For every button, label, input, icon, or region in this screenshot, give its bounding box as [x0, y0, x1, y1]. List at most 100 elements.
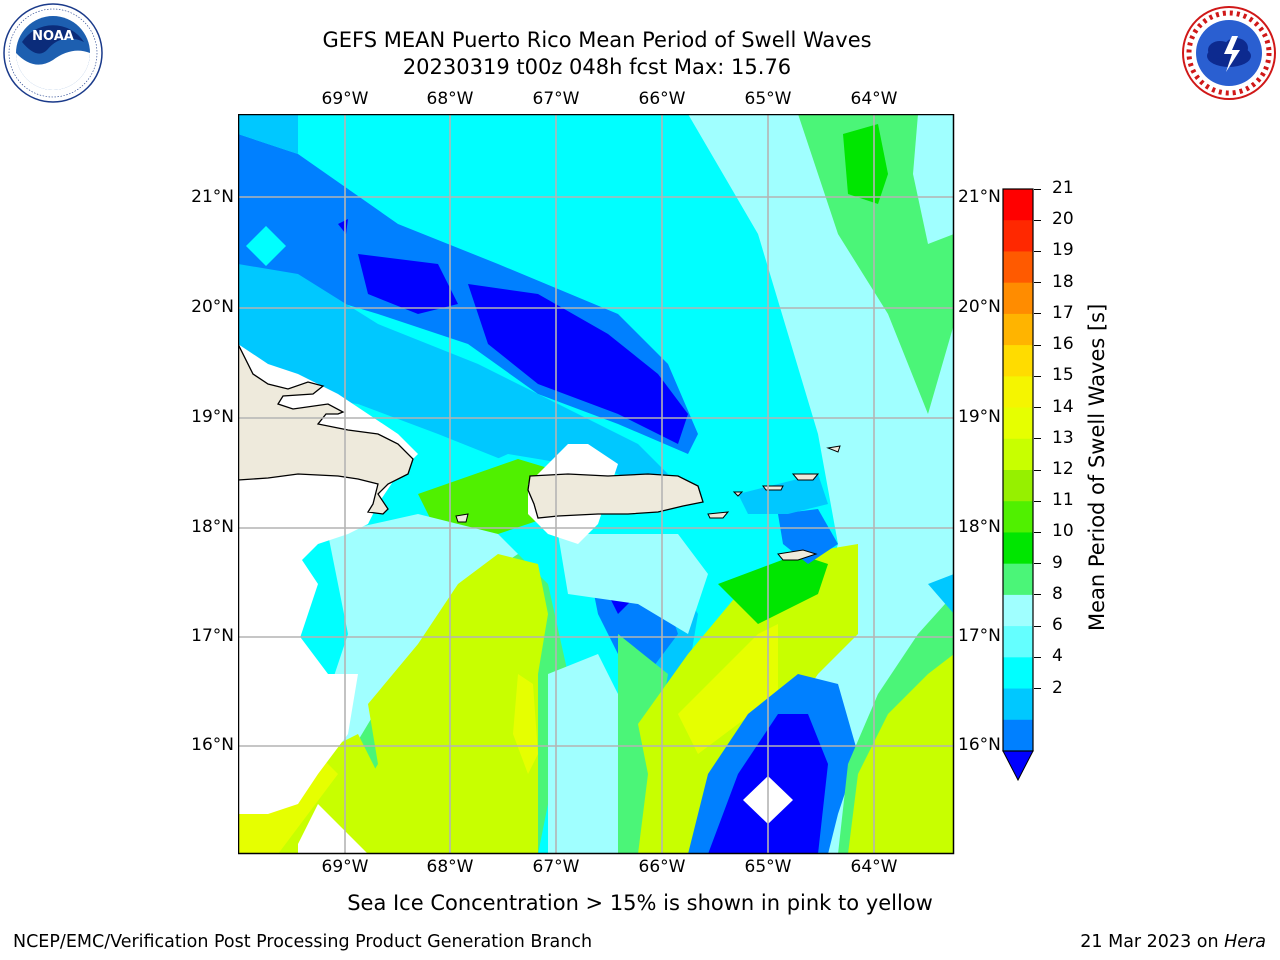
- colorbar-cell: [1003, 313, 1033, 346]
- colorbar-cell: [1003, 189, 1033, 221]
- lat-label-left: 20°N: [191, 297, 234, 317]
- colorbar-tick-mark: [1034, 656, 1041, 658]
- colorbar-cell: [1003, 376, 1033, 409]
- colorbar-tick-mark: [1034, 188, 1041, 190]
- colorbar-cell: [1003, 501, 1033, 533]
- lat-label-right: 18°N: [958, 517, 1001, 537]
- colorbar-tick-label: 8: [1052, 583, 1063, 604]
- colorbar-cell: [1003, 688, 1033, 721]
- lat-label-right: 20°N: [958, 297, 1001, 317]
- colorbar-cell: [1003, 563, 1033, 596]
- colorbar-tick-label: 16: [1052, 334, 1074, 355]
- period-10-11: [843, 124, 888, 204]
- colorbar-tick-mark: [1034, 563, 1041, 565]
- colorbar-cell: [1003, 594, 1033, 627]
- map-title-line2: 20230319 t00z 048h fcst Max: 15.76: [402, 55, 792, 79]
- lon-label-top: 67°W: [532, 89, 580, 109]
- colorbar-cell: [1003, 251, 1033, 284]
- colorbar: [1002, 188, 1034, 782]
- sea-ice-note: Sea Ice Concentration > 15% is shown in …: [347, 891, 933, 915]
- colorbar-cell: [1003, 345, 1033, 377]
- colorbar-under-arrow: [1002, 750, 1034, 782]
- land-puerto-rico: [527, 473, 704, 519]
- lon-label-bottom: 67°W: [532, 857, 580, 877]
- colorbar-tick-label: 10: [1052, 521, 1074, 542]
- footer-machine: Hera: [1224, 932, 1266, 952]
- colorbar-cell: [1003, 470, 1033, 502]
- map-title-line1: GEFS MEAN Puerto Rico Mean Period of Swe…: [322, 28, 872, 52]
- footer-date: 21 Mar 2023 on Hera: [1080, 932, 1266, 952]
- colorbar-cell: [1003, 532, 1033, 565]
- lon-label-top: 64°W: [850, 89, 898, 109]
- colorbar-tick-mark: [1034, 250, 1041, 252]
- map-panel: [238, 114, 955, 855]
- lat-label-left: 16°N: [191, 735, 234, 755]
- colorbar-tick-label: 11: [1052, 490, 1074, 511]
- colorbar-tick-mark: [1034, 531, 1041, 533]
- gridlines: [238, 114, 954, 854]
- footer-producer: NCEP/EMC/Verification Post Processing Pr…: [13, 932, 593, 952]
- colorbar-tick-label: 9: [1052, 552, 1063, 573]
- colorbar-tick-mark: [1034, 344, 1041, 346]
- lon-label-bottom: 65°W: [744, 857, 792, 877]
- colorbar-cell: [1003, 407, 1033, 440]
- lat-label-right: 21°N: [958, 187, 1001, 207]
- period-under-2: [358, 254, 458, 314]
- colorbar-cell: [1003, 438, 1033, 471]
- lon-label-top: 65°W: [744, 89, 792, 109]
- colorbar-tick-mark: [1034, 594, 1041, 596]
- period-13-14: [348, 554, 548, 854]
- lat-label-left: 18°N: [191, 517, 234, 537]
- lat-label-left: 19°N: [191, 407, 234, 427]
- colorbar-tick-label: 17: [1052, 302, 1074, 323]
- lat-label-right: 19°N: [958, 407, 1001, 427]
- colorbar-tick-label: 20: [1052, 209, 1074, 230]
- lon-label-top: 66°W: [638, 89, 686, 109]
- colorbar-tick-mark: [1034, 407, 1041, 409]
- lat-label-left: 17°N: [191, 626, 234, 646]
- colorbar-tick-mark: [1034, 625, 1041, 627]
- colorbar-tick-label: 19: [1052, 240, 1074, 261]
- noaa-logo-text: NOAA: [32, 29, 74, 44]
- colorbar-tick-label: 14: [1052, 396, 1074, 417]
- colorbar-frame: [1002, 188, 1034, 752]
- colorbar-tick-label: 21: [1052, 178, 1074, 198]
- colorbar-cell: [1003, 626, 1033, 658]
- land-hispaniola: [238, 343, 414, 515]
- land-st-croix: [777, 549, 818, 561]
- map-frame: [238, 114, 955, 855]
- colorbar-tick-mark: [1034, 469, 1041, 471]
- colorbar-tick-mark: [1034, 500, 1041, 502]
- colorbar-cell: [1003, 657, 1033, 690]
- lon-label-bottom: 64°W: [850, 857, 898, 877]
- lon-label-bottom: 66°W: [638, 857, 686, 877]
- footer-date-text: 21 Mar 2023 on: [1080, 932, 1225, 952]
- colorbar-tick-label: 15: [1052, 365, 1074, 386]
- noaa-logo: NOAA: [3, 3, 103, 103]
- period-9-10: [798, 114, 954, 414]
- colorbar-tick-label: 6: [1052, 615, 1063, 636]
- colorbar-tick-label: 18: [1052, 271, 1074, 292]
- colorbar-tick-label: 4: [1052, 646, 1063, 667]
- colorbar-tick-mark: [1034, 375, 1041, 377]
- nws-logo: [1182, 6, 1276, 100]
- lon-label-bottom: 69°W: [321, 857, 369, 877]
- colorbar-tick-label: 2: [1052, 677, 1063, 698]
- colorbar-tick-mark: [1034, 313, 1041, 315]
- colorbar-cell: [1003, 282, 1033, 315]
- colorbar-title: Mean Period of Swell Waves [s]: [1085, 303, 1109, 631]
- lat-label-right: 17°N: [958, 626, 1001, 646]
- colorbar-cell: [1003, 719, 1033, 752]
- lat-label-left: 21°N: [191, 187, 234, 207]
- colorbar-tick-label: 12: [1052, 459, 1074, 479]
- colorbar-tick-mark: [1034, 688, 1041, 690]
- lat-label-right: 16°N: [958, 735, 1001, 755]
- colorbar-tick-mark: [1034, 438, 1041, 440]
- lon-label-bottom: 68°W: [426, 857, 474, 877]
- colorbar-tick-label: 13: [1052, 427, 1074, 448]
- colorbar-tick-mark: [1034, 219, 1041, 221]
- lon-label-top: 69°W: [321, 89, 369, 109]
- lon-label-top: 68°W: [426, 89, 474, 109]
- colorbar-cell: [1003, 220, 1033, 252]
- colorbar-tick-mark: [1034, 282, 1041, 284]
